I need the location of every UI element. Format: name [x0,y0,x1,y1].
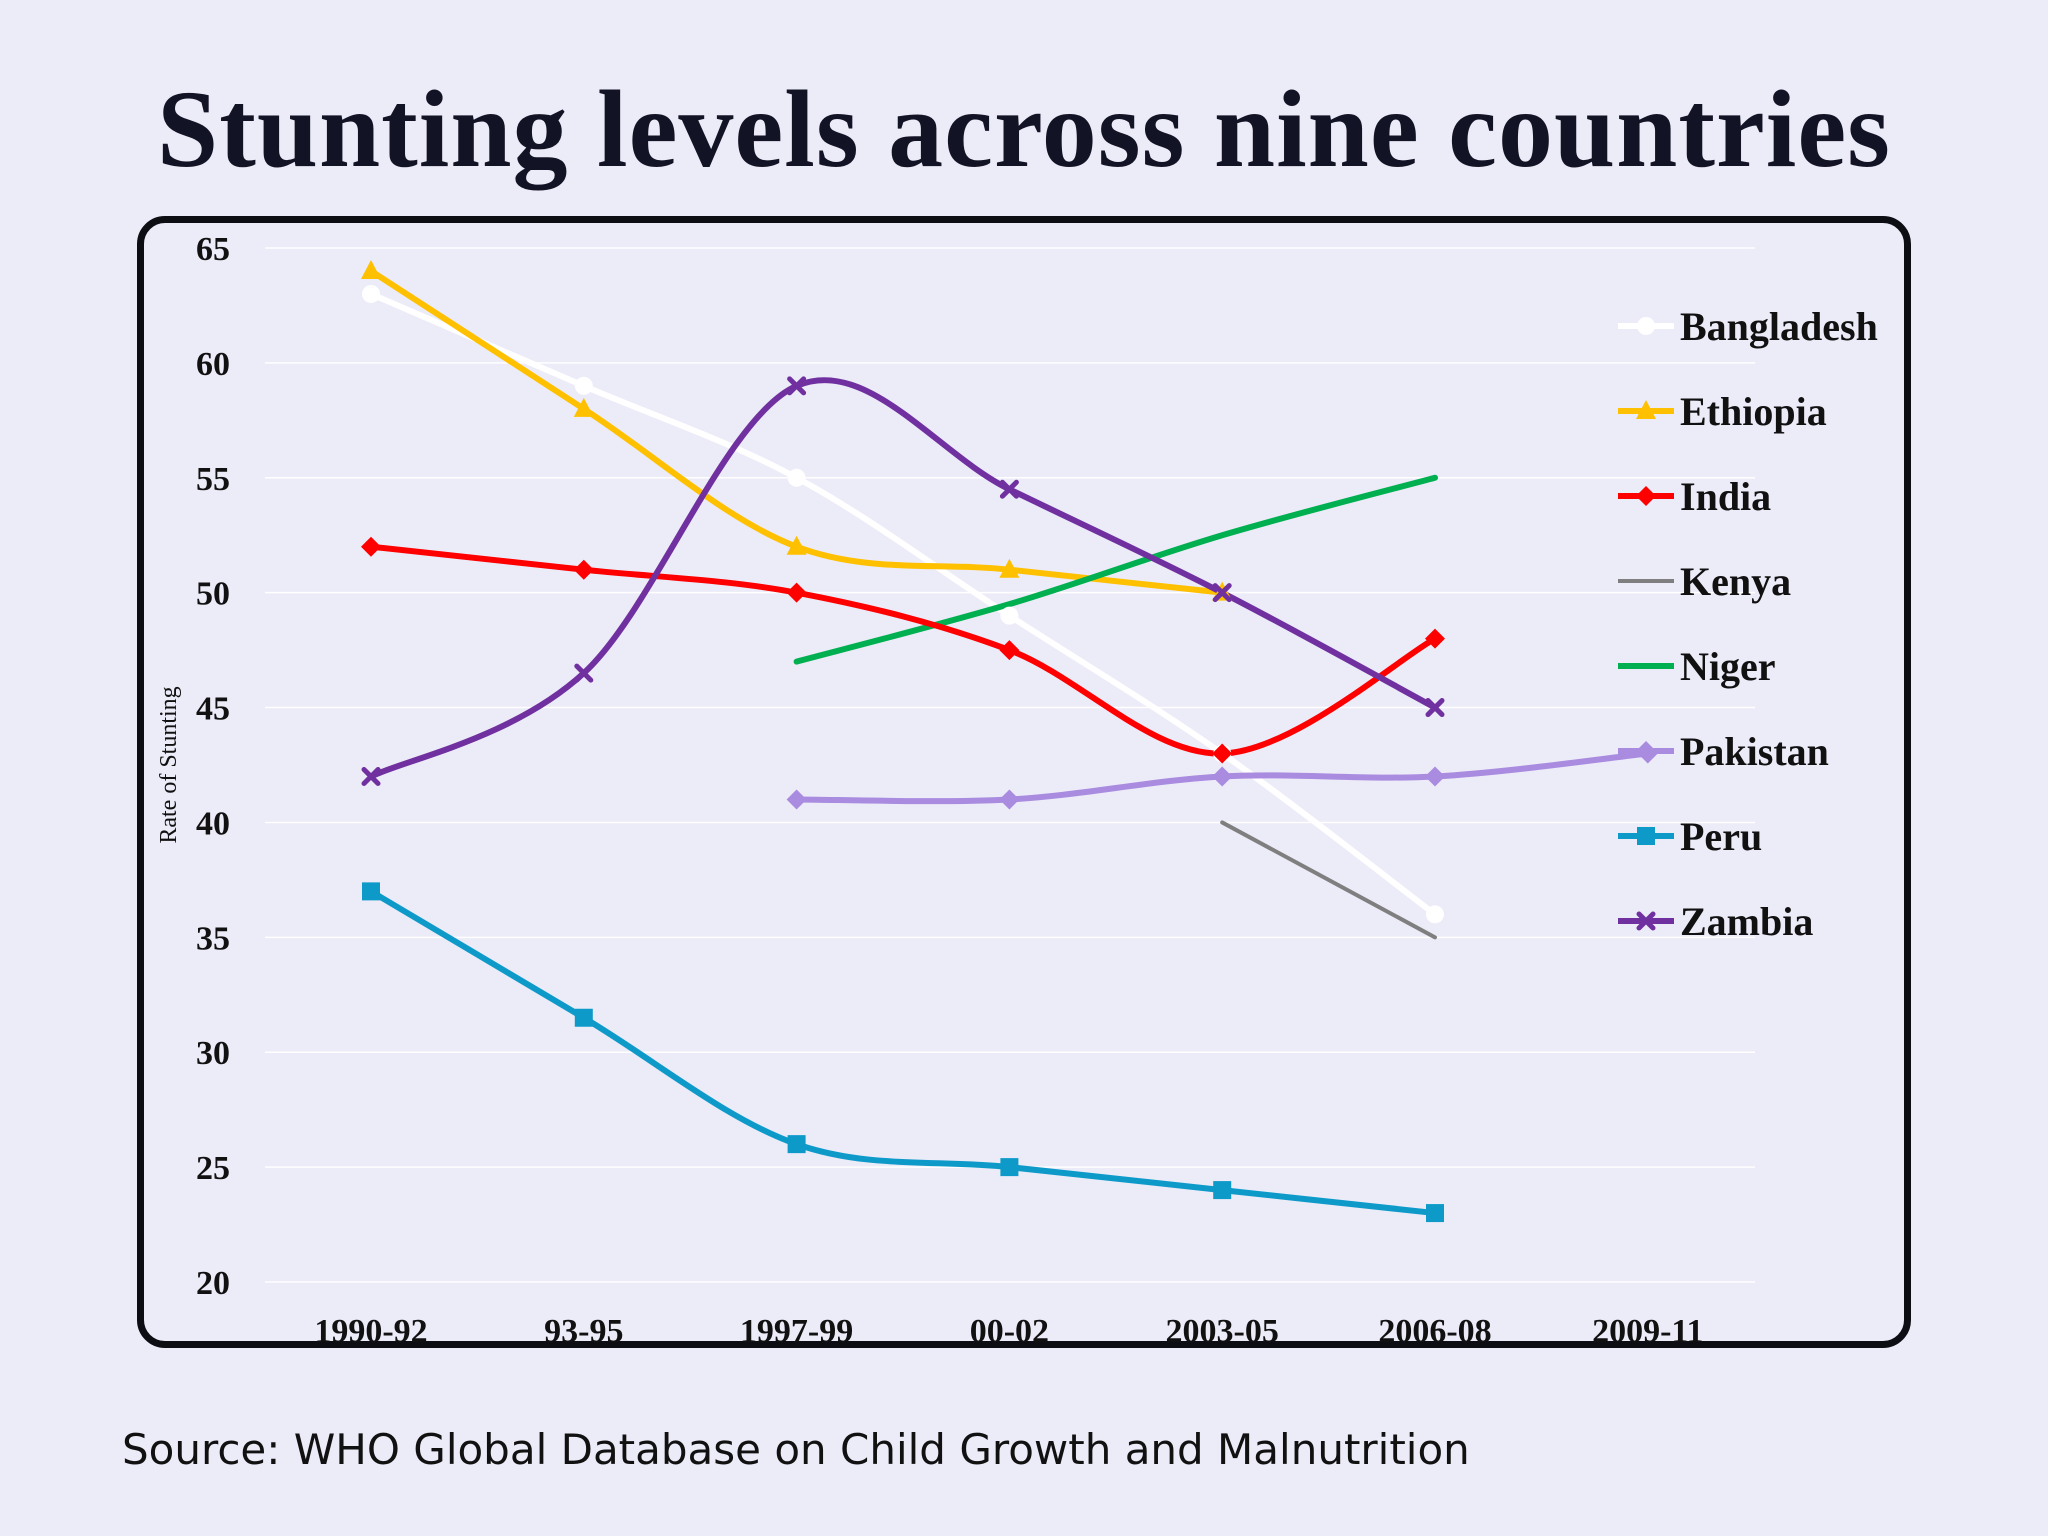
legend-label: Bangladesh [1680,304,1878,349]
series-line-kenya [1220,820,1437,940]
legend-item-india: India [1618,474,1771,519]
series-markers [361,259,1658,1223]
data-point-peru [787,1135,806,1154]
data-point-pakistan [1212,766,1233,787]
x-tick-label: 1997-99 [740,1313,853,1350]
series-line-niger [793,474,1438,665]
legend-item-zambia: Zambia [1618,899,1813,944]
data-point-bangladesh [574,376,593,395]
x-tick-label: 2003-05 [1166,1313,1279,1350]
data-point-india [1212,743,1233,764]
legend-item-pakistan: Pakistan [1618,729,1829,774]
data-point-zambia [787,376,807,396]
data-point-zambia [1212,583,1232,603]
data-point-zambia [999,479,1019,499]
data-point-india [786,582,807,603]
legend-label: Niger [1680,644,1776,689]
y-tick-label: 30 [196,1035,230,1072]
data-point-peru [574,1008,593,1027]
data-point-zambia [1425,698,1445,718]
data-point-ethiopia [999,558,1020,578]
data-point-india [999,640,1020,661]
data-point-bangladesh [1426,905,1444,924]
data-point-pakistan [1425,766,1445,787]
data-point-ethiopia [361,259,381,279]
data-point-peru [1213,1181,1232,1200]
chart-frame [137,216,1911,1348]
x-tick-label: 2009-11 [1592,1313,1703,1350]
x-tick-label: 93-95 [544,1313,623,1350]
y-tick-label: 60 [196,346,230,383]
y-tick-label: 55 [196,461,230,498]
x-tick-label: 1990-92 [314,1313,427,1350]
legend-label: India [1680,474,1771,519]
data-point-india [573,559,594,580]
data-point-peru [1000,1158,1019,1177]
data-point-bangladesh [362,284,380,303]
series-line-peru [368,888,1438,1217]
legend-marker [1636,400,1656,419]
series-line-ethiopia [368,267,1226,596]
legend-item-peru: Peru [1618,814,1762,859]
legend-label: Peru [1680,814,1762,859]
x-tick-label: 00-02 [970,1313,1049,1350]
legend-marker [1636,911,1656,931]
legend-label: Pakistan [1680,729,1829,774]
series-line-india [368,543,1438,757]
legend-label: Ethiopia [1680,389,1827,434]
data-point-pakistan [999,789,1020,810]
legend-marker [1637,317,1655,335]
data-point-pakistan [786,789,807,810]
data-point-ethiopia [573,397,594,417]
y-tick-label: 65 [196,231,230,268]
data-point-bangladesh [787,468,806,487]
legend-item-bangladesh: Bangladesh [1618,304,1878,349]
data-point-ethiopia [786,535,807,555]
y-tick-label: 40 [196,805,230,842]
y-tick-label: 45 [196,691,230,728]
series-lines [368,267,1651,1217]
y-tick-label: 35 [196,920,230,957]
data-point-peru [1426,1204,1444,1223]
legend: Bangladesh Ethiopia India Kenya Niger Pakista… [1618,304,1878,944]
legend-item-ethiopia: Ethiopia [1618,389,1827,434]
series-line-bangladesh [368,290,1438,918]
data-point-india [1425,628,1445,649]
axes: 20 25 30 35 40 45 50 55 60 65 1990-92 93-95 1997-99 0… [156,231,1704,1350]
y-tick-label: 25 [196,1150,230,1187]
legend-label: Zambia [1680,899,1813,944]
legend-item-kenya: Kenya [1618,559,1791,604]
legend-marker [1637,827,1655,845]
data-point-zambia [574,663,594,683]
legend-label: Kenya [1680,559,1791,604]
y-tick-label: 50 [196,576,230,613]
legend-marker [1636,741,1656,761]
data-point-zambia [361,766,381,786]
y-tick-label: 20 [196,1265,230,1302]
series-line-zambia [368,377,1438,780]
y-axis-label: Rate of Stunting [156,686,182,843]
legend-item-niger: Niger [1618,644,1776,689]
x-tick-label: 2006-08 [1378,1313,1491,1350]
legend-marker [1636,486,1656,506]
data-point-peru [362,882,380,901]
chart-title: Stunting levels across nine countries [157,68,1891,190]
data-point-india [361,536,381,557]
source-note: Source: WHO Global Database on Child Gro… [122,1425,1470,1474]
data-point-bangladesh [1000,606,1019,625]
